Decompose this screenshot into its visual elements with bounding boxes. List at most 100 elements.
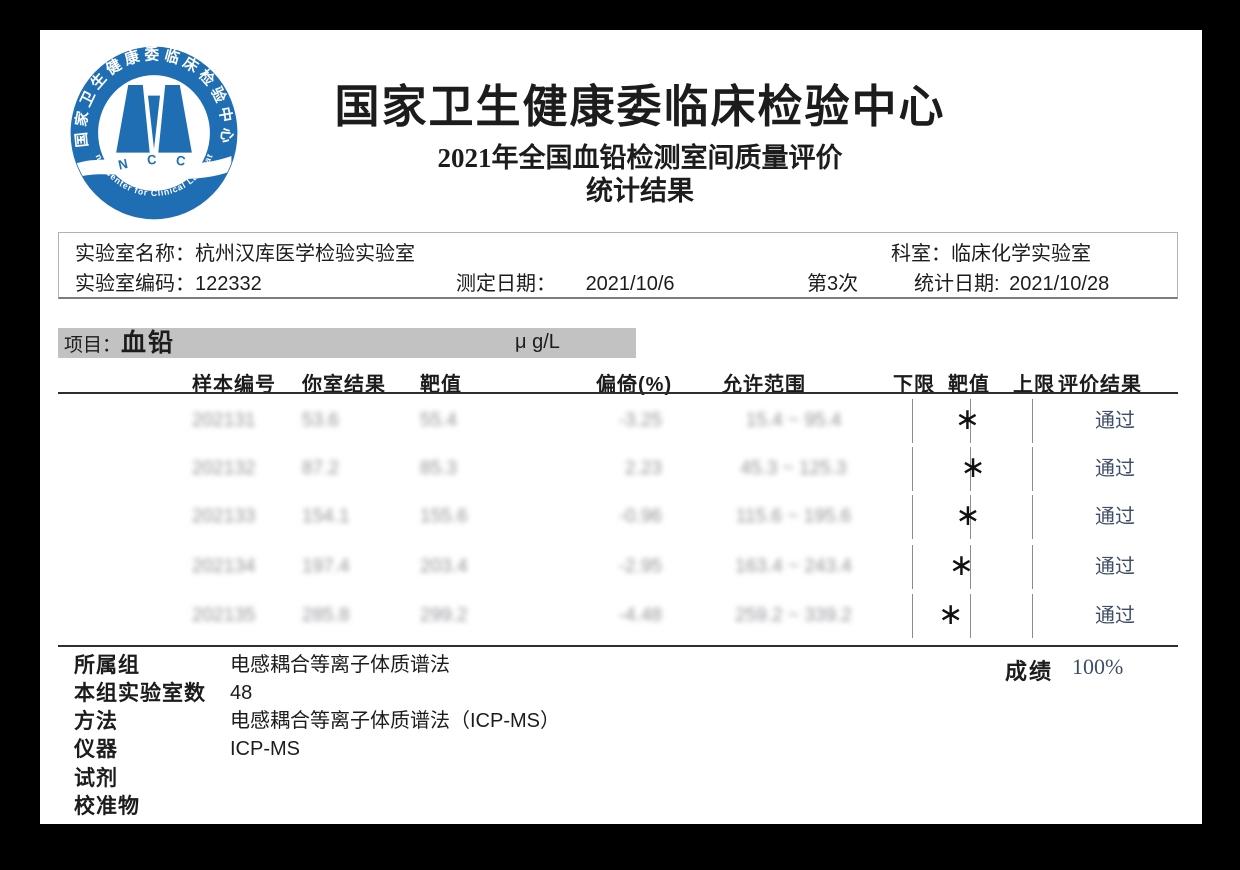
report-page: N C C L 国家卫生健康委临床检验中心 National Center fo…: [40, 30, 1202, 824]
upper-limit-line: [1032, 447, 1033, 491]
col-header-lab-result: 你室结果: [302, 374, 386, 396]
lab-result-cell: 53.6: [302, 410, 339, 431]
score-label: 成绩: [1005, 659, 1054, 684]
project-label: 项目：: [64, 335, 122, 356]
bias-cell: 2.23: [625, 458, 662, 479]
evaluation-cell: 通过: [1095, 506, 1135, 528]
table-top-rule: [58, 392, 1178, 394]
col-header-bias: 偏倚(%): [596, 374, 673, 396]
allowed-range-cell: 259.2 ~ 339.2: [735, 605, 852, 626]
lab-name-row: 实验室名称：杭州汉库医学检验实验室: [75, 237, 415, 266]
table-row: 202134 197.4 203.4 -2.95 163.4 ~ 243.4 ∗ 通过: [40, 544, 1202, 590]
sample-id-cell: 202133: [192, 506, 256, 527]
upper-limit-line: [1032, 495, 1033, 539]
sample-id-cell: 202134: [192, 556, 256, 577]
table-row: 202132 87.2 85.3 2.23 45.3 ~ 125.3 ∗ 通过: [40, 446, 1202, 492]
target-value-cell: 299.2: [420, 605, 468, 626]
bias-cell: -3.25: [618, 410, 662, 431]
allowed-range-cell: 45.3 ~ 125.3: [740, 458, 847, 479]
target-value-cell: 85.3: [420, 458, 457, 479]
lab-result-cell: 87.2: [302, 458, 339, 479]
footer-label: 校准物: [74, 795, 140, 818]
footer-label: 仪器: [74, 738, 118, 761]
result-marker-icon: ∗: [937, 597, 964, 632]
sample-id-cell: 202135: [192, 605, 256, 626]
department-row: 科室：临床化学实验室: [891, 237, 1091, 266]
test-date-row: 测定日期： 2021/10/6: [456, 267, 675, 296]
logo-banner: [76, 156, 232, 180]
sample-id-cell: 202132: [192, 458, 256, 479]
footer-label: 方法: [74, 710, 118, 733]
col-header-allowed-range: 允许范围: [722, 374, 806, 396]
result-marker-icon: ∗: [960, 450, 986, 485]
lab-code-label: 实验室编码：: [75, 273, 195, 295]
target-value-cell: 155.6: [420, 506, 468, 527]
upper-limit-line: [1032, 545, 1033, 589]
col-header-upper-limit: 上限: [1013, 374, 1055, 396]
table-row: 202133 154.1 155.6 -0.96 115.6 ~ 195.6 ∗ 通过: [40, 494, 1202, 540]
allowed-range-cell: 15.4 ~ 95.4: [745, 410, 842, 431]
nccl-logo-icon: N C C L 国家卫生健康委临床检验中心 National Center fo…: [68, 44, 238, 220]
lower-limit-line: [912, 399, 913, 443]
footer-label: 试剂: [74, 767, 118, 790]
evaluation-cell: 通过: [1095, 458, 1135, 480]
unit-label: μ g/L: [515, 331, 560, 353]
footer-row: 所属组 电感耦合等离子体质谱法: [40, 652, 1202, 679]
result-marker-icon: ∗: [948, 548, 974, 583]
target-line: [970, 545, 971, 589]
evaluation-cell: 通过: [1095, 410, 1135, 432]
sample-id-cell: 202131: [192, 410, 256, 431]
target-value-cell: 55.4: [420, 410, 457, 431]
lab-code-row: 实验室编码：122332: [75, 267, 262, 296]
lab-code-value: 122332: [195, 273, 262, 295]
footer-row: 试剂: [40, 765, 1202, 792]
footer-row: 方法 电感耦合等离子体质谱法（ICP-MS）: [40, 708, 1202, 735]
footer-value: 电感耦合等离子体质谱法: [230, 654, 450, 676]
result-marker-icon: ∗: [955, 498, 981, 533]
page-subtitle-2: 统计结果: [586, 176, 694, 206]
score-value: 100%: [1072, 654, 1124, 679]
page-title: 国家卫生健康委临床检验中心: [334, 82, 946, 132]
lower-limit-line: [912, 447, 913, 491]
footer-row: 校准物: [40, 793, 1202, 820]
lab-name-value: 杭州汉库医学检验实验室: [195, 243, 415, 265]
target-line: [970, 594, 971, 638]
col-header-target: 靶值: [420, 374, 462, 396]
upper-limit-line: [1032, 399, 1033, 443]
lower-limit-line: [912, 495, 913, 539]
lab-result-cell: 285.8: [302, 605, 350, 626]
footer-label: 本组实验室数: [74, 682, 206, 705]
lab-result-cell: 197.4: [302, 556, 350, 577]
col-header-target-line: 靶值: [948, 374, 990, 396]
bias-cell: -0.96: [618, 506, 662, 527]
test-date-label: 测定日期：: [456, 273, 556, 295]
allowed-range-cell: 163.4 ~ 243.4: [735, 556, 852, 577]
target-value-cell: 203.4: [420, 556, 468, 577]
col-header-evaluation: 评价结果: [1058, 374, 1142, 396]
footer-value: ICP-MS: [230, 738, 300, 760]
lab-result-cell: 154.1: [302, 506, 350, 527]
project-bar: 项目：血铅: [58, 328, 636, 358]
target-line: [970, 495, 971, 539]
evaluation-cell: 通过: [1095, 556, 1135, 578]
footer-row: 本组实验室数 48: [40, 680, 1202, 707]
footer-value: 48: [230, 682, 253, 704]
page-subtitle: 2021年全国血铅检测室间质量评价: [437, 143, 843, 173]
stat-date-row: 统计日期: 2021/10/28: [914, 267, 1109, 296]
target-line: [970, 447, 971, 491]
lower-limit-line: [912, 594, 913, 638]
lab-name-label: 实验室名称：: [75, 243, 195, 265]
col-header-lower-limit: 下限: [893, 374, 935, 396]
target-line: [970, 399, 971, 443]
col-header-sample-id: 样本编号: [192, 374, 276, 396]
table-header-row: 样本编号 你室结果 靶值 偏倚(%) 允许范围 下限 靶值 上限 评价结果: [40, 368, 1202, 396]
bias-cell: -2.95: [618, 556, 662, 577]
test-date-value: 2021/10/6: [585, 273, 675, 295]
project-name: 血铅: [121, 329, 176, 357]
table-bottom-rule: [58, 645, 1178, 647]
evaluation-cell: 通过: [1095, 605, 1135, 627]
logo-flasks-icon: [116, 84, 192, 153]
lower-limit-line: [912, 545, 913, 589]
department-label: 科室：: [891, 243, 951, 265]
table-row: 202135 285.8 299.2 -4.48 259.2 ~ 339.2 ∗ 通过: [40, 593, 1202, 639]
